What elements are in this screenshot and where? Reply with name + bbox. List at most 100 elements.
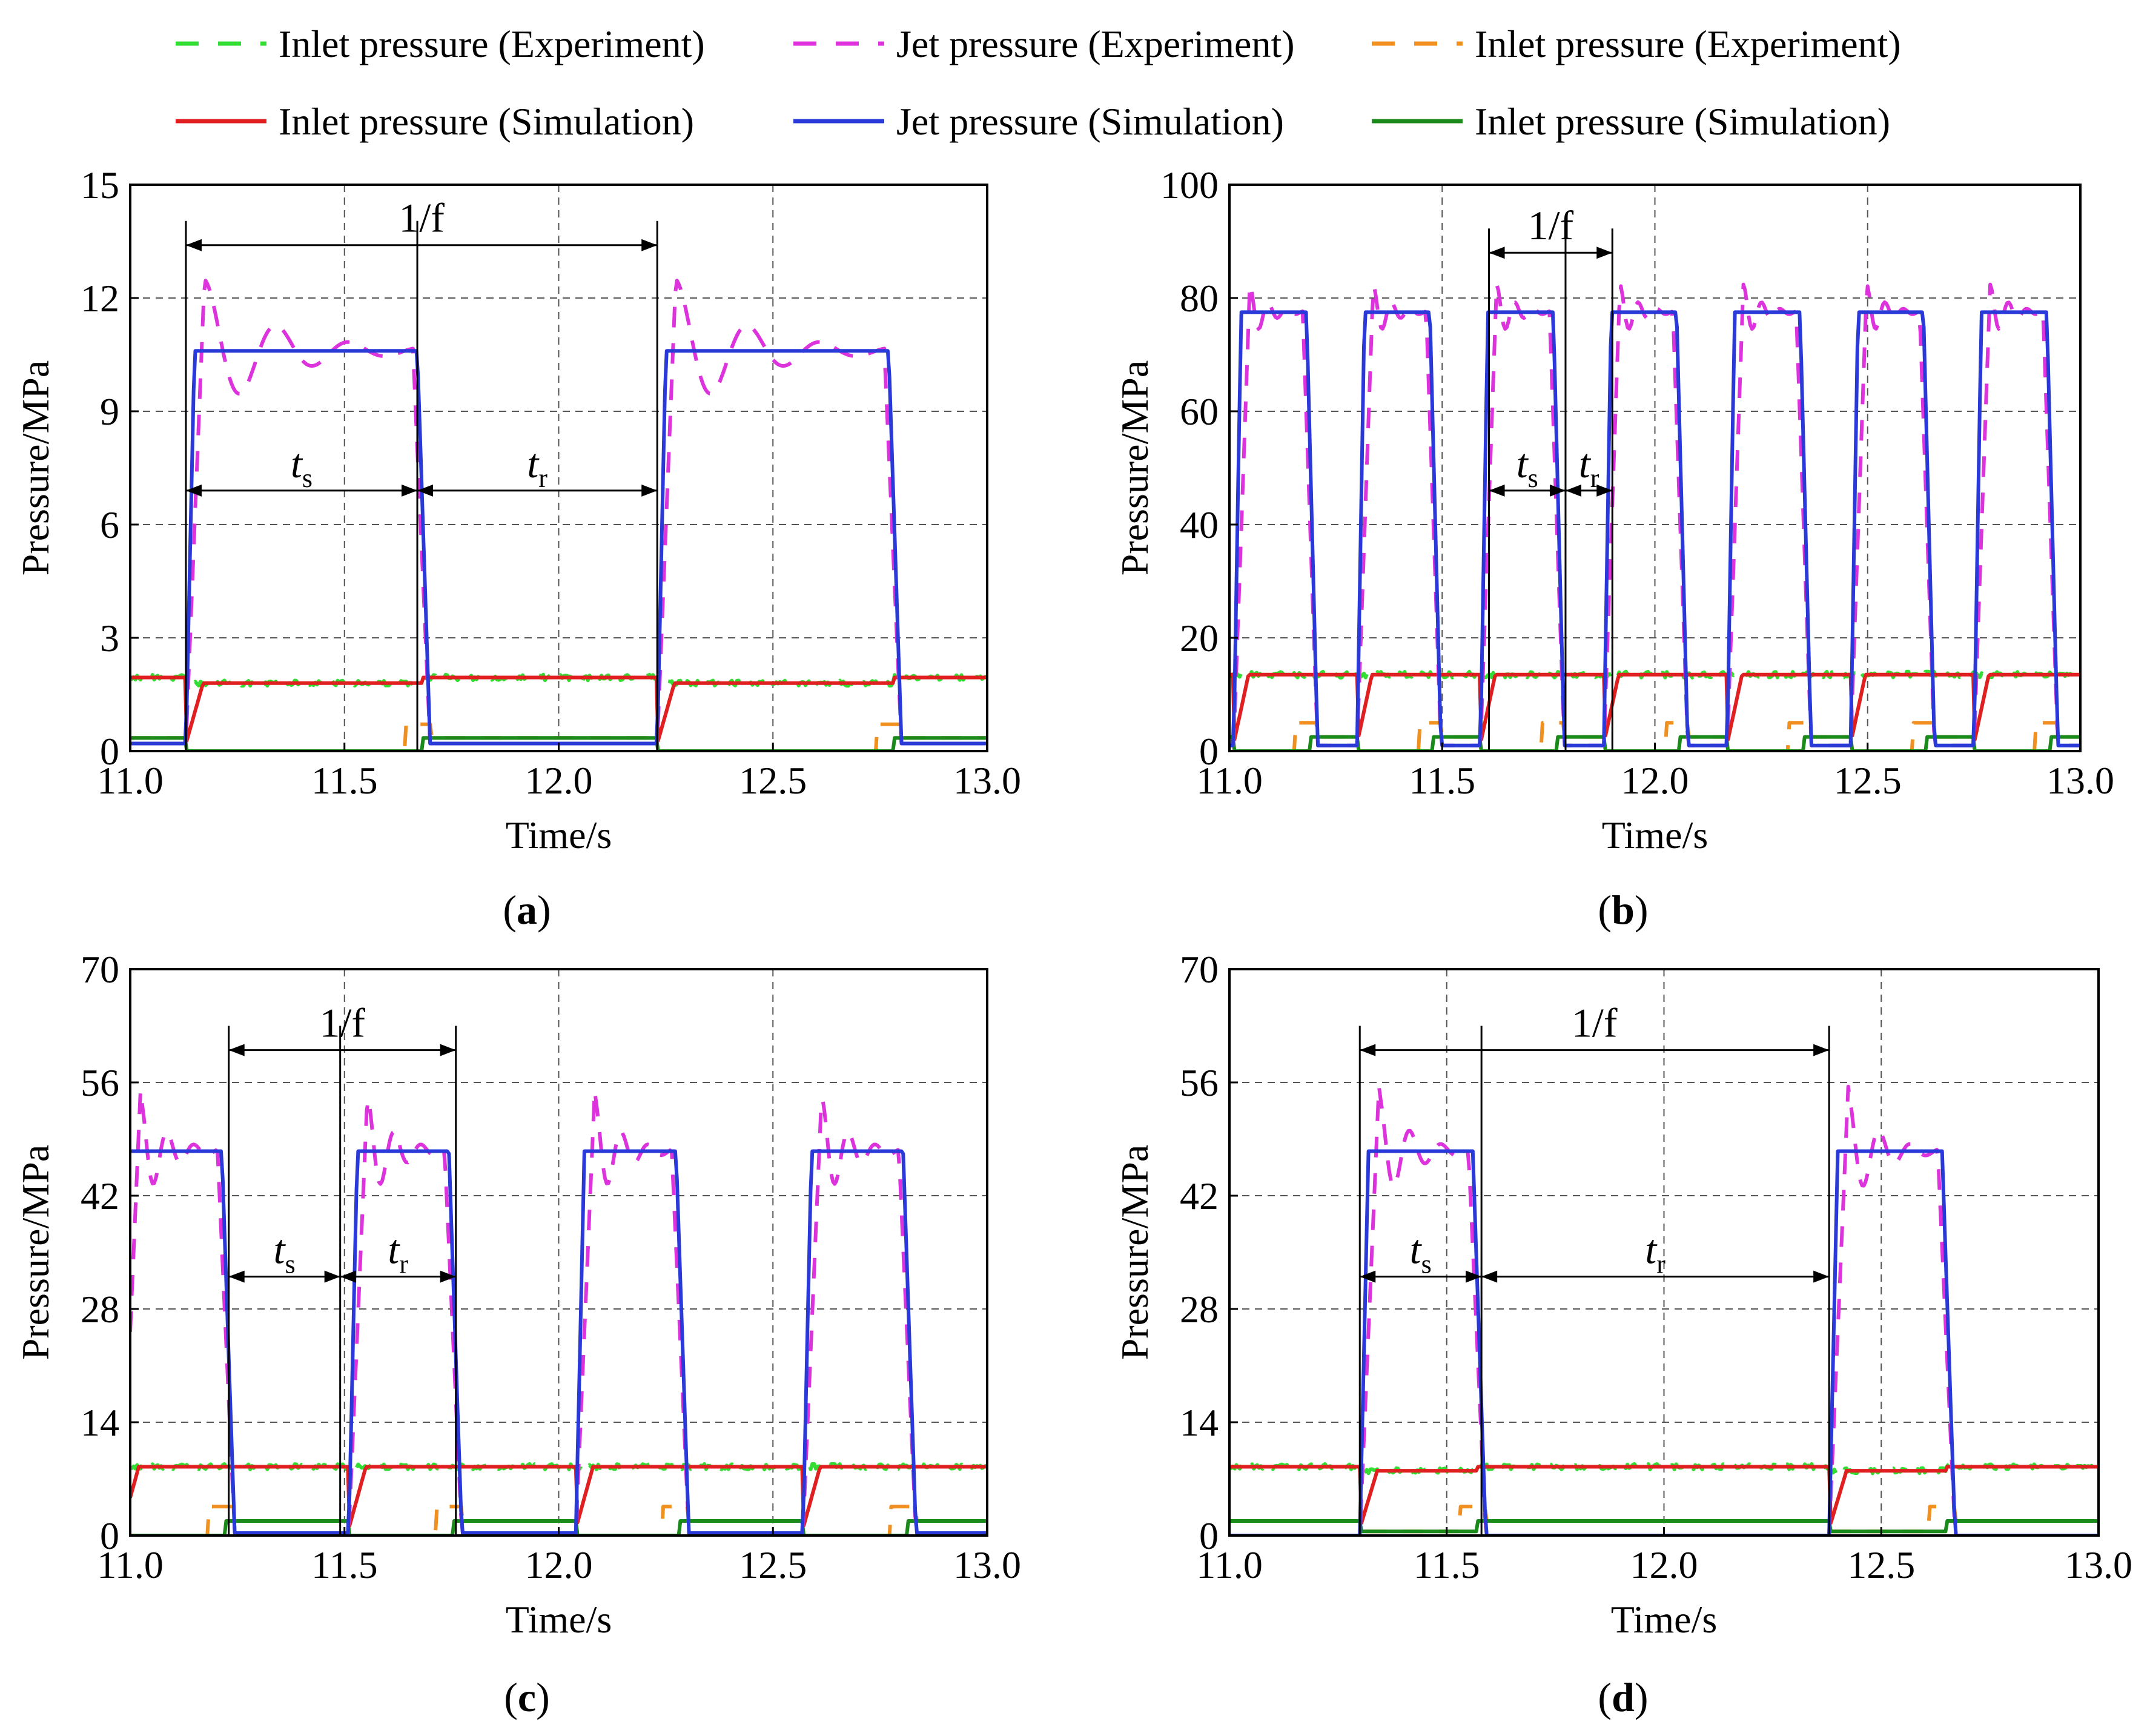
arrow-head	[1813, 1044, 1830, 1056]
y-tick-label: 14	[1180, 1401, 1219, 1444]
y-tick-label: 14	[81, 1401, 119, 1444]
y-axis-label: Pressure/MPa	[14, 1145, 57, 1360]
arrow-head	[1466, 1270, 1482, 1283]
y-tick-label: 70	[1180, 948, 1219, 991]
x-tick-label: 11.5	[311, 1543, 378, 1586]
series-inlet-sim-red	[130, 675, 987, 743]
legend-label: Inlet pressure (Simulation)	[279, 100, 694, 143]
arrow-head	[1489, 484, 1505, 497]
arrow-head	[641, 239, 658, 251]
chart-panel-b: 0 20 40 60 80 100 11.0 11.5 12.0 12.5 13.0 Time/s Pr…	[1113, 164, 2114, 933]
panel-letter: a	[517, 887, 537, 933]
arrow-head	[641, 484, 658, 497]
series-jet-sim	[1229, 310, 2080, 747]
panel-label: (d)	[1598, 1674, 1648, 1720]
arrow-head	[185, 484, 202, 497]
y-tick-label: 0	[1199, 730, 1219, 773]
x-tick-label: 13.0	[2065, 1543, 2132, 1586]
series-inlet-sim-darkgreen	[1229, 735, 2080, 751]
annotation-tr: tr	[1579, 440, 1599, 493]
x-tick-label: 11.5	[1414, 1543, 1480, 1586]
arrow-head	[402, 484, 418, 497]
y-tick-label: 70	[81, 948, 119, 991]
y-tick-label: 56	[1180, 1061, 1219, 1104]
annotation-tr: tr	[527, 440, 547, 493]
y-tick-label: 28	[81, 1288, 119, 1331]
annotation-ts: ts	[1517, 440, 1538, 493]
arrow-head	[185, 239, 202, 251]
arrow-head	[417, 484, 434, 497]
y-tick-label: 42	[81, 1174, 119, 1218]
panel-label: (b)	[1598, 887, 1648, 933]
legend-item: Inlet pressure (Experiment)	[176, 22, 705, 65]
annotation-tr: tr	[1645, 1227, 1665, 1279]
x-tick-label: 12.5	[739, 759, 807, 802]
y-tick-label: 56	[81, 1061, 119, 1104]
series-inlet-exp-green	[1229, 1462, 2099, 1476]
y-tick-label: 100	[1160, 164, 1219, 207]
y-tick-label: 40	[1180, 503, 1219, 546]
legend-item: Jet pressure (Simulation)	[793, 100, 1284, 143]
panel-label: (c)	[504, 1674, 550, 1720]
x-tick-label: 13.0	[953, 1543, 1021, 1586]
arrow-head	[1489, 247, 1505, 259]
y-tick-label: 0	[100, 1514, 119, 1557]
annotation-ts: ts	[291, 440, 313, 493]
y-tick-label: 6	[100, 503, 119, 546]
annotations: 1/f ts tr	[1488, 202, 1613, 751]
x-tick-label: 12.5	[739, 1543, 807, 1586]
annotation-period: 1/f	[1528, 202, 1574, 248]
arrow-head	[1596, 484, 1613, 497]
legend-label: Inlet pressure (Experiment)	[279, 22, 705, 65]
annotation-period: 1/f	[319, 1000, 365, 1046]
arrow-head	[228, 1270, 245, 1283]
legend-label: Jet pressure (Experiment)	[896, 22, 1295, 65]
y-tick-label: 12	[81, 277, 119, 320]
x-tick-label: 12.0	[525, 759, 593, 802]
arrow-head	[1360, 1044, 1376, 1056]
series-inlet-sim-darkgreen	[130, 736, 987, 751]
y-tick-label: 0	[1199, 1514, 1219, 1557]
arrow-head	[1481, 1270, 1498, 1283]
arrow-head	[440, 1270, 456, 1283]
y-tick-label: 0	[100, 730, 119, 773]
arrow-head	[1813, 1270, 1830, 1283]
legend-item: Jet pressure (Experiment)	[793, 22, 1295, 65]
arrow-head	[440, 1044, 456, 1056]
series-inlet-sim-red	[1229, 672, 2080, 741]
x-axis-label: Time/s	[506, 813, 612, 856]
series-jet-sim	[1229, 1149, 2099, 1536]
x-axis-label: Time/s	[1602, 813, 1708, 856]
y-tick-label: 60	[1180, 390, 1219, 433]
annotation-ts: ts	[1410, 1227, 1432, 1279]
x-tick-label: 12.0	[1630, 1543, 1698, 1586]
x-axis-label: Time/s	[506, 1598, 612, 1641]
arrow-head	[1565, 484, 1581, 497]
legend: Inlet pressure (Experiment) Jet pressure …	[176, 22, 1901, 143]
y-axis-label: Pressure/MPa	[14, 360, 57, 576]
annotation-period: 1/f	[1572, 1000, 1618, 1046]
arrow-head	[324, 1270, 340, 1283]
legend-label: Inlet pressure (Simulation)	[1475, 100, 1890, 143]
y-tick-label: 9	[100, 390, 119, 433]
legend-item: Inlet pressure (Experiment)	[1372, 22, 1901, 65]
arrow-head	[228, 1044, 245, 1056]
legend-label: Jet pressure (Simulation)	[896, 100, 1284, 143]
panel-label: (a)	[503, 887, 551, 933]
y-tick-label: 28	[1180, 1288, 1219, 1331]
y-tick-label: 42	[1180, 1174, 1219, 1218]
x-tick-label: 11.5	[311, 759, 378, 802]
x-tick-label: 12.0	[1621, 759, 1689, 802]
annotation-period: 1/f	[399, 195, 445, 241]
chart-panel-d: 0 14 28 42 56 70 11.0 11.5 12.0 12.5 13.0 Time/s Pre…	[1113, 948, 2132, 1720]
series-inlet-sim-red	[130, 1465, 987, 1528]
x-tick-label: 11.0	[97, 1543, 164, 1586]
legend-label: Inlet pressure (Experiment)	[1475, 22, 1901, 65]
annotations: 1/f ts tr	[185, 195, 658, 751]
annotation-tr: tr	[388, 1227, 408, 1279]
panel-letter: d	[1612, 1674, 1635, 1720]
arrow-head	[340, 1270, 356, 1283]
x-tick-label: 12.0	[525, 1543, 593, 1586]
x-tick-label: 13.0	[953, 759, 1021, 802]
